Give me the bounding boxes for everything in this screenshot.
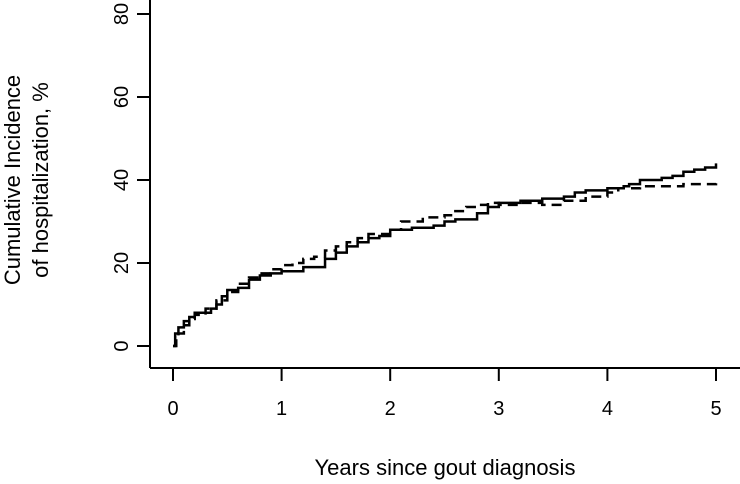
solid-series-line bbox=[173, 163, 718, 348]
x-tick-label: 5 bbox=[710, 398, 721, 420]
x-tick-label: 2 bbox=[385, 398, 396, 420]
y-tick-label: 80 bbox=[111, 3, 133, 25]
x-tick-label: 1 bbox=[276, 398, 287, 420]
x-tick-label: 4 bbox=[602, 398, 613, 420]
x-tick-label: 3 bbox=[493, 398, 504, 420]
y-tick-label: 40 bbox=[111, 169, 133, 191]
y-axis-title-line-2: of hospitalization, % bbox=[28, 82, 53, 278]
x-axis-title: Years since gout diagnosis bbox=[315, 455, 576, 480]
y-tick-label: 0 bbox=[111, 340, 133, 351]
x-tick-label: 0 bbox=[167, 398, 178, 420]
axes: 0 20 40 60 80 0 1 2 3 4 5 bbox=[111, 0, 740, 420]
y-tick-label: 20 bbox=[111, 252, 133, 274]
dashed-series-line bbox=[173, 182, 718, 348]
plot-area bbox=[173, 163, 718, 348]
y-tick-label: 60 bbox=[111, 86, 133, 108]
y-axis-title-line-1: Cumulative Incidence bbox=[0, 75, 25, 285]
